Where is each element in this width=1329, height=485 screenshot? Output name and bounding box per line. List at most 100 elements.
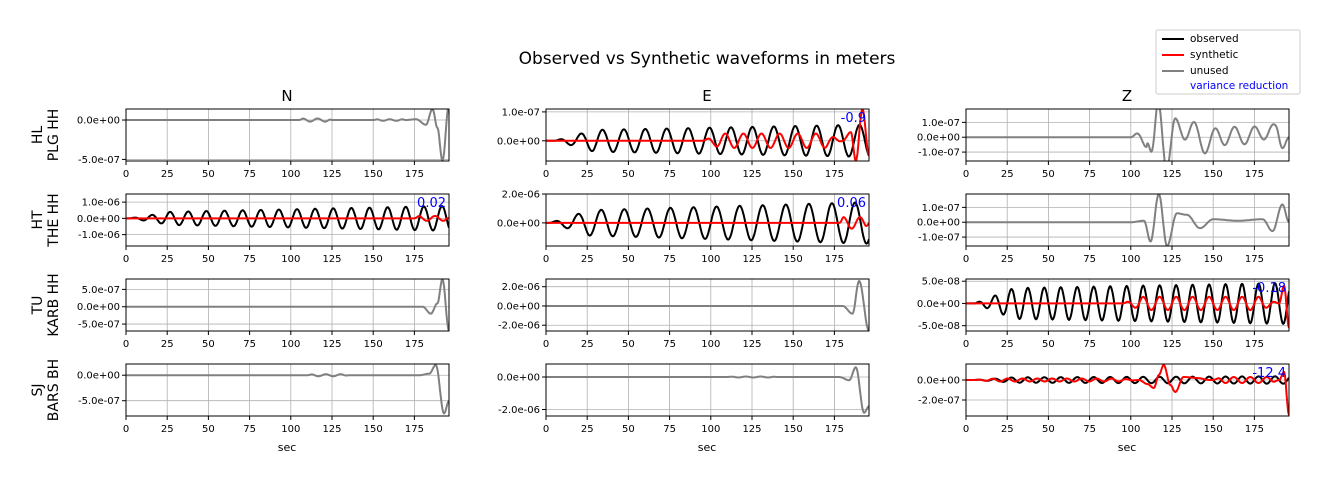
x-tick-label: 125 bbox=[322, 339, 341, 350]
y-tick-label: 0.0e+00 bbox=[497, 373, 540, 384]
x-tick-label: 25 bbox=[161, 424, 174, 435]
x-tick-label: 125 bbox=[742, 169, 761, 180]
legend-frame bbox=[1155, 29, 1301, 95]
y-tick-label: 0.0e+00 bbox=[77, 371, 120, 382]
series-unused-line bbox=[546, 279, 869, 331]
row-station-tu: TU bbox=[30, 296, 46, 316]
panel-r1-c1: 0 25 50 75 100 125 150 175 0.0e+00 2.0e-06 0.06 bbox=[497, 190, 870, 265]
x-tick-label: 100 bbox=[1121, 339, 1140, 350]
y-tick-label: 0.0e+00 bbox=[917, 133, 960, 144]
x-tick-label: 75 bbox=[663, 339, 676, 350]
x-tick-label: 125 bbox=[322, 424, 341, 435]
axes-frame bbox=[965, 363, 1290, 417]
x-tick-label: 25 bbox=[1001, 424, 1014, 435]
row-channel-the-hh: THE HH bbox=[46, 193, 62, 247]
panel-r0-c0: 0 25 50 75 100 125 150 175 -5.0e-07 0.0e+00 bbox=[77, 108, 450, 180]
y-tick-label: -5.0e-07 bbox=[78, 396, 120, 407]
x-tick-label: 175 bbox=[825, 254, 844, 265]
series-synthetic-line bbox=[966, 284, 1289, 329]
x-tick-label: 0 bbox=[123, 424, 129, 435]
legend-unused-label: unused bbox=[1190, 65, 1229, 77]
x-tick-label: 150 bbox=[784, 424, 803, 435]
series-observed-line bbox=[126, 205, 449, 232]
row-channel-karb-hh: KARB HH bbox=[46, 273, 62, 336]
axes-frame bbox=[125, 363, 450, 417]
row-station-hl: HL bbox=[30, 126, 46, 145]
x-tick-label: 50 bbox=[1042, 339, 1055, 350]
x-tick-label: 75 bbox=[1083, 254, 1096, 265]
x-tick-label: 75 bbox=[243, 169, 256, 180]
x-tick-label: 0 bbox=[963, 254, 969, 265]
column-title-e: E bbox=[702, 87, 711, 105]
x-tick-label: 125 bbox=[742, 254, 761, 265]
series-unused-line bbox=[126, 279, 449, 331]
series-synthetic-line bbox=[546, 216, 869, 230]
axes-frame bbox=[125, 278, 450, 332]
row-station-sj: SJ bbox=[30, 383, 46, 396]
x-tick-label: 75 bbox=[243, 339, 256, 350]
x-tick-label: 75 bbox=[1083, 169, 1096, 180]
x-tick-label: 175 bbox=[405, 339, 424, 350]
y-tick-label: 0.0e+00 bbox=[917, 299, 960, 310]
x-tick-label: 125 bbox=[322, 169, 341, 180]
x-tick-label: 25 bbox=[581, 339, 594, 350]
x-tick-label: 125 bbox=[1162, 339, 1181, 350]
x-tick-label: 150 bbox=[364, 254, 383, 265]
y-tick-label: 0.0e+00 bbox=[77, 116, 120, 127]
panel-r2-c2: 0 25 50 75 100 125 150 175 -5.0e-08 0.0e+00 5.0e-0… bbox=[917, 277, 1290, 350]
y-tick-label: 0.0e+00 bbox=[917, 376, 960, 387]
x-tick-label: 150 bbox=[784, 339, 803, 350]
row-channel-bars-bh: BARS BH bbox=[46, 359, 62, 421]
x-tick-label: 175 bbox=[1245, 254, 1264, 265]
x-tick-label: 25 bbox=[161, 254, 174, 265]
x-tick-label: 50 bbox=[1042, 169, 1055, 180]
x-tick-label: 175 bbox=[405, 169, 424, 180]
x-tick-label: 100 bbox=[281, 254, 300, 265]
axes-frame bbox=[125, 108, 450, 162]
row-station-ht: HT bbox=[30, 210, 46, 230]
legend-synthetic-label: synthetic bbox=[1190, 49, 1239, 61]
axes-frame bbox=[545, 108, 870, 162]
x-tick-label: 175 bbox=[405, 254, 424, 265]
x-tick-label: 50 bbox=[622, 339, 635, 350]
x-tick-label: 75 bbox=[1083, 339, 1096, 350]
axes-frame bbox=[545, 193, 870, 247]
x-tick-label: 175 bbox=[825, 339, 844, 350]
legend-observed-label: observed bbox=[1190, 33, 1239, 45]
panel-r1-c2: 0 25 50 75 100 125 150 175 -1.0e-07 0.0e+00 1.0e-0… bbox=[917, 193, 1290, 265]
series-observed-line bbox=[966, 282, 1289, 325]
variance-reduction-value: -0.9 bbox=[841, 111, 866, 126]
waveform-panels: 0 25 50 75 100 125 150 175 -5.0e-07 0.0e+00 0 25 50 7… bbox=[77, 107, 1290, 435]
x-tick-label: 25 bbox=[1001, 339, 1014, 350]
series-observed-line bbox=[966, 375, 1289, 385]
y-tick-label: 0.0e+00 bbox=[917, 218, 960, 229]
x-tick-label: 150 bbox=[364, 169, 383, 180]
x-tick-label: 150 bbox=[784, 254, 803, 265]
x-tick-label: 50 bbox=[1042, 424, 1055, 435]
axes-frame bbox=[125, 193, 450, 247]
x-tick-label: 100 bbox=[1121, 254, 1140, 265]
x-tick-label: 175 bbox=[825, 169, 844, 180]
x-tick-label: 175 bbox=[1245, 424, 1264, 435]
y-tick-label: 1.0e-07 bbox=[922, 118, 960, 129]
y-tick-label: 1.0e-06 bbox=[82, 198, 120, 209]
axes-frame bbox=[965, 278, 1290, 332]
x-tick-label: 175 bbox=[405, 424, 424, 435]
x-tick-label: 100 bbox=[281, 169, 300, 180]
x-tick-label: 0 bbox=[543, 169, 549, 180]
y-tick-label: 0.0e+00 bbox=[497, 301, 540, 312]
column-title-n: N bbox=[281, 87, 292, 105]
y-tick-label: 2.0e-06 bbox=[502, 282, 540, 293]
x-tick-label: 0 bbox=[963, 169, 969, 180]
x-tick-label: 125 bbox=[322, 254, 341, 265]
x-tick-label: 50 bbox=[622, 169, 635, 180]
series-observed-line bbox=[546, 201, 869, 245]
x-axis-label-e: sec bbox=[698, 441, 717, 454]
row-channel-plg-hh: PLG HH bbox=[46, 109, 62, 162]
x-tick-label: 100 bbox=[1121, 169, 1140, 180]
x-tick-label: 25 bbox=[1001, 254, 1014, 265]
series-synthetic-line bbox=[126, 214, 449, 222]
series-unused-line bbox=[966, 194, 1289, 246]
panel-r3-c2: 0 25 50 75 100 125 150 175 -2.0e-07 0.0e+00 -12.4 bbox=[917, 363, 1290, 435]
y-tick-label: 0.0e+00 bbox=[77, 302, 120, 313]
